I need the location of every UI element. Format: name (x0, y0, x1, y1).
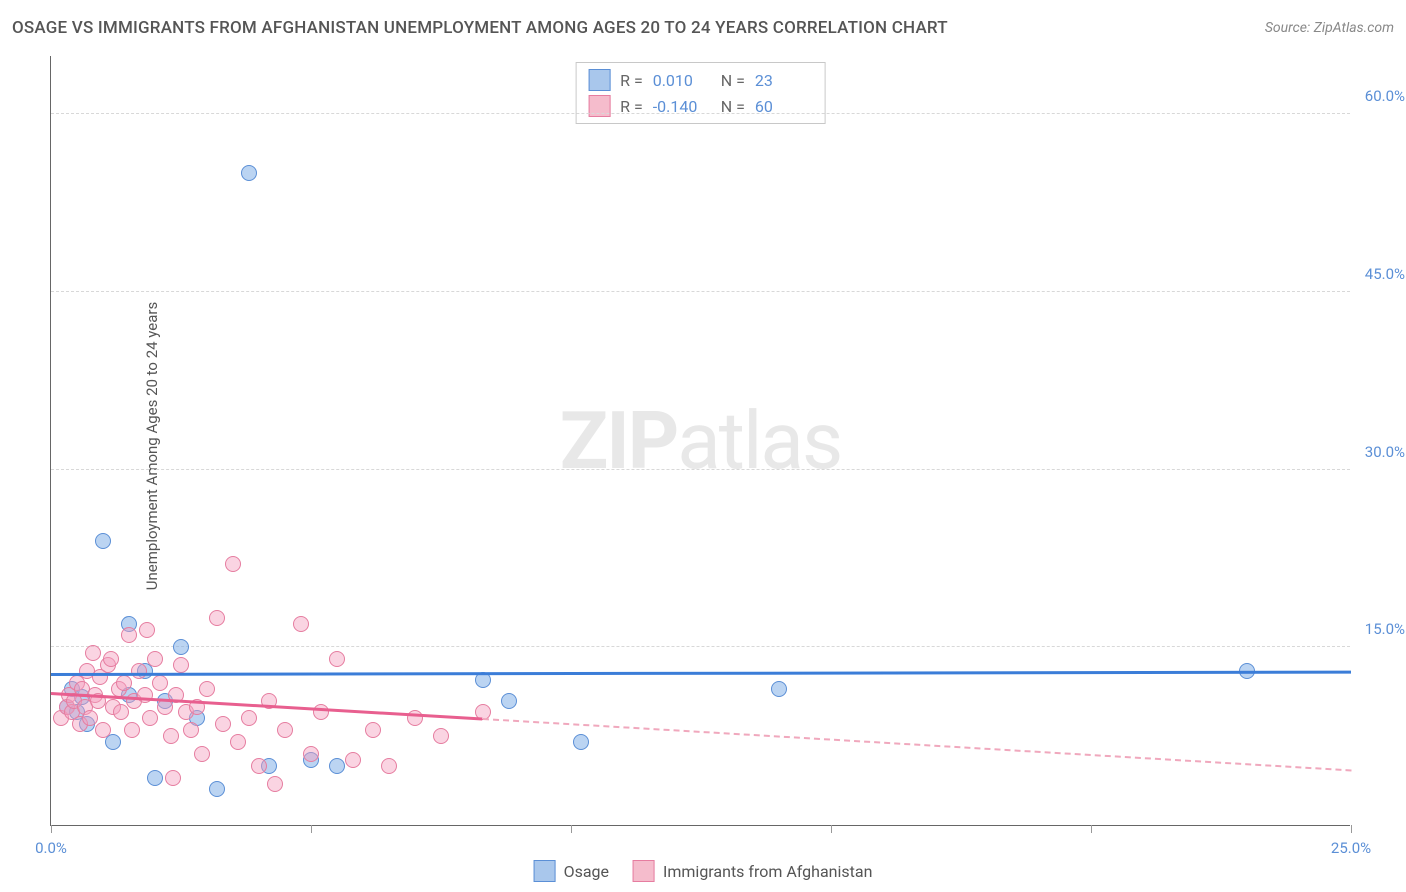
y-tick-label: 15.0% (1365, 620, 1405, 638)
x-tick (311, 825, 312, 833)
scatter-point (241, 165, 257, 181)
gridline (51, 291, 1350, 292)
stats-legend: R = 0.010 N = 23 R = -0.140 N = 60 (575, 62, 826, 124)
x-tick (571, 825, 572, 833)
scatter-point (277, 722, 293, 738)
legend-label-osage: Osage (564, 862, 609, 881)
trend-line (51, 670, 1351, 675)
legend-item-osage: Osage (534, 860, 609, 882)
scatter-point (215, 716, 231, 732)
scatter-point (194, 746, 210, 762)
scatter-point (433, 728, 449, 744)
scatter-point (293, 616, 309, 632)
x-tick-label: 0.0% (35, 839, 67, 857)
x-tick (51, 825, 52, 833)
scatter-point (251, 758, 267, 774)
scatter-point (152, 675, 168, 691)
scatter-point (163, 728, 179, 744)
scatter-point (501, 693, 517, 709)
scatter-point (147, 770, 163, 786)
y-tick-label: 30.0% (1365, 443, 1405, 461)
scatter-point (85, 645, 101, 661)
swatch-icon (588, 69, 610, 91)
scatter-point (209, 781, 225, 797)
stats-row-afghan: R = -0.140 N = 60 (588, 93, 813, 119)
scatter-point (303, 746, 319, 762)
watermark-bold: ZIP (560, 394, 678, 488)
watermark-light: atlas (677, 394, 841, 488)
gridline (51, 113, 1350, 114)
chart-title: OSAGE VS IMMIGRANTS FROM AFGHANISTAN UNE… (12, 18, 948, 38)
r-label: R = (620, 71, 643, 90)
scatter-point (139, 622, 155, 638)
series-legend: Osage Immigrants from Afghanistan (534, 860, 873, 882)
scatter-point (173, 639, 189, 655)
scatter-point (771, 681, 787, 697)
scatter-point (173, 657, 189, 673)
scatter-point (82, 710, 98, 726)
scatter-point (329, 758, 345, 774)
scatter-point (365, 722, 381, 738)
scatter-point (142, 710, 158, 726)
title-bar: OSAGE VS IMMIGRANTS FROM AFGHANISTAN UNE… (12, 18, 1394, 38)
scatter-point (230, 734, 246, 750)
y-tick-label: 45.0% (1365, 265, 1405, 283)
scatter-point (329, 651, 345, 667)
x-tick-label: 25.0% (1331, 839, 1371, 857)
scatter-point (345, 752, 361, 768)
scatter-point (95, 722, 111, 738)
gridline (51, 646, 1350, 647)
swatch-icon (534, 860, 556, 882)
scatter-point (225, 556, 241, 572)
n-value-osage: 23 (755, 71, 813, 90)
r-value-osage: 0.010 (653, 71, 711, 90)
scatter-point (381, 758, 397, 774)
x-tick (1351, 825, 1352, 833)
source-attribution: Source: ZipAtlas.com (1265, 20, 1394, 36)
scatter-point (209, 610, 225, 626)
scatter-point (116, 675, 132, 691)
scatter-point (573, 734, 589, 750)
watermark-text: ZIPatlas (560, 394, 841, 488)
scatter-point (113, 704, 129, 720)
scatter-point (124, 722, 140, 738)
legend-label-afghan: Immigrants from Afghanistan (663, 862, 872, 881)
n-label: N = (721, 71, 745, 90)
x-tick (831, 825, 832, 833)
scatter-point (199, 681, 215, 697)
scatter-point (121, 627, 137, 643)
plot-area: ZIPatlas R = 0.010 N = 23 R = -0.140 N =… (50, 56, 1350, 826)
legend-item-afghan: Immigrants from Afghanistan (633, 860, 872, 882)
x-tick (1091, 825, 1092, 833)
scatter-point (267, 776, 283, 792)
stats-row-osage: R = 0.010 N = 23 (588, 67, 813, 93)
scatter-point (165, 770, 181, 786)
scatter-point (183, 722, 199, 738)
scatter-point (95, 533, 111, 549)
scatter-point (147, 651, 163, 667)
trend-line (483, 718, 1352, 771)
scatter-point (103, 651, 119, 667)
swatch-icon (633, 860, 655, 882)
scatter-point (131, 663, 147, 679)
y-tick-label: 60.0% (1365, 87, 1405, 105)
gridline (51, 469, 1350, 470)
scatter-point (241, 710, 257, 726)
